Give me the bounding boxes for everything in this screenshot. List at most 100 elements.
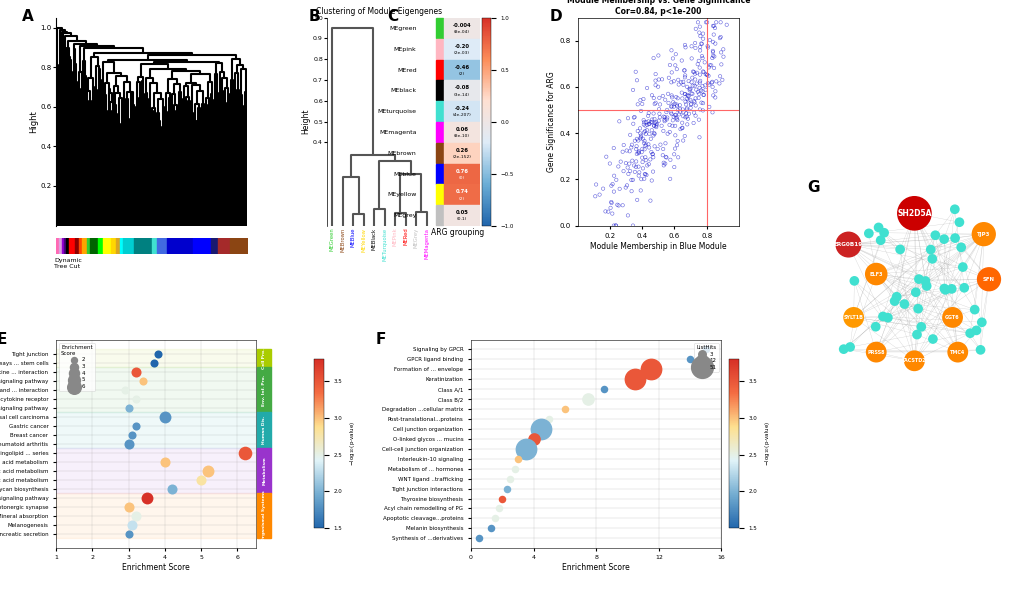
Point [636,126,652,135]
Circle shape [865,342,886,362]
Point [657,152,674,161]
Point [678,112,694,121]
Point [691,70,707,80]
Point [626,161,642,170]
Point [695,90,711,100]
Point [695,90,711,100]
Text: A: A [21,9,34,24]
Circle shape [920,276,929,286]
Point [704,51,720,61]
Point [630,148,646,158]
Bar [257,412,271,448]
Circle shape [835,231,861,257]
Point [654,91,671,101]
Point [587,191,603,201]
Point [669,153,686,162]
Point [124,520,141,530]
Circle shape [925,244,934,254]
Point [690,115,706,124]
Point [693,39,709,48]
Circle shape [971,326,980,335]
Point [639,120,655,130]
Point [668,94,685,103]
Circle shape [938,234,948,244]
Circle shape [947,342,967,362]
Point [683,89,699,98]
Point [607,175,624,184]
Point [684,73,700,82]
Point [651,100,667,109]
Point [627,67,643,77]
Text: MEGreen: MEGreen [329,227,334,252]
Y-axis label: $-\log_{10}$(p-value): $-\log_{10}$(p-value) [347,421,357,466]
Point [713,75,730,85]
Point [632,95,648,105]
Point [624,175,640,184]
Point [691,63,707,72]
Circle shape [975,345,984,355]
Point [603,198,620,208]
Point [632,134,648,143]
Point [672,104,688,114]
Point [664,97,681,107]
Point [700,80,716,90]
Text: 0.05: 0.05 [455,210,468,215]
Point [628,157,644,166]
Point [621,159,637,168]
Point [632,131,648,140]
Point [625,119,641,128]
Point [696,81,712,90]
Point [629,126,645,135]
Point [646,118,662,128]
Circle shape [910,287,920,297]
Point [642,365,658,374]
Circle shape [843,307,863,328]
Point [687,94,703,103]
Point [656,117,673,126]
Point [645,128,661,138]
Point [631,168,647,177]
Point [703,53,719,62]
Point [691,105,707,114]
Point [675,107,691,117]
Point [675,77,691,87]
Point [706,92,722,102]
Point [618,146,634,155]
Bar [257,494,271,538]
Point [657,107,674,117]
Point [669,105,686,115]
Circle shape [864,263,887,285]
Point [636,136,652,145]
Bar [435,39,443,59]
Point [661,174,678,184]
Point [659,98,676,108]
Point [685,97,701,106]
Point [677,112,693,122]
Point [680,91,696,100]
Point [660,73,677,82]
Point [698,18,714,27]
Point [602,203,619,213]
Text: (8e-04): (8e-04) [453,30,470,34]
Point [638,117,654,127]
Circle shape [938,284,949,293]
Circle shape [946,284,956,294]
Point [608,200,625,210]
Circle shape [915,322,925,332]
Point [662,108,679,117]
Text: G: G [807,180,819,195]
Text: -0.08: -0.08 [453,85,469,91]
Point [628,144,644,154]
Circle shape [895,244,904,254]
Bar [443,39,480,59]
Circle shape [849,276,858,286]
Point [647,98,663,107]
Point [668,136,685,145]
Point [687,75,703,84]
Point [490,504,506,513]
Point [679,82,695,91]
Point [120,529,137,538]
Text: -0.24: -0.24 [454,106,469,111]
Point [642,118,658,127]
Bar [443,59,480,80]
